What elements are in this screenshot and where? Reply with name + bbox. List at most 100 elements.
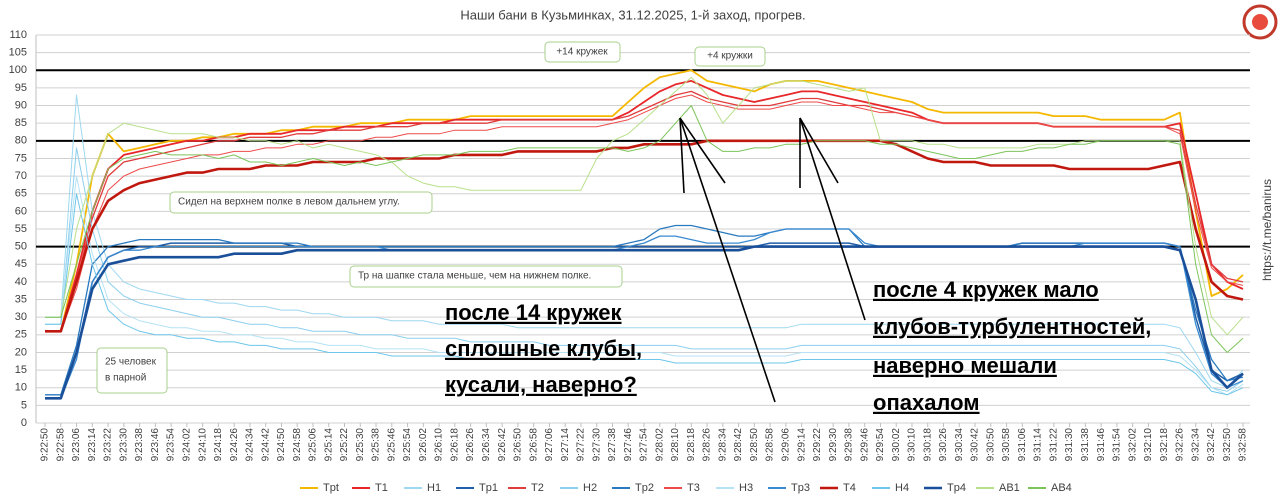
x-tick-label: 9:24:26	[229, 428, 240, 462]
comment: после 14 кружек	[445, 300, 622, 325]
x-tick-label: 9:27:22	[576, 428, 587, 462]
series-lines	[45, 69, 1244, 400]
y-tick-label: 0	[21, 417, 27, 429]
legend-label: AB1	[999, 482, 1020, 494]
x-tick-label: 9:26:34	[481, 428, 492, 462]
x-tick-label: 9:26:10	[434, 428, 445, 462]
x-tick-label: 9:28:18	[686, 428, 697, 462]
x-tick-label: 9:31:46	[1096, 428, 1107, 462]
annotation-box	[169, 191, 433, 214]
x-tick-label: 9:32:18	[1159, 428, 1170, 462]
comment: кусали, наверно?	[445, 372, 637, 397]
legend-label: H1	[427, 482, 441, 494]
x-tick-label: 9:30:26	[938, 428, 949, 462]
x-tick-label: 9:23:54	[166, 428, 177, 462]
legend: Tpt T1 H1 Tp1 T2 H2 Tp2 T3 H3 Tp3 T4 H4 Tp4 AB1 AB4	[300, 482, 1072, 494]
y-tick-label: 75	[15, 152, 27, 164]
series-line	[45, 139, 1244, 333]
comment: наверно мешали	[873, 353, 1057, 378]
x-tick-label: 9:22:58	[55, 428, 66, 462]
grid: 0 5 10 15 20 25 30 35 40 45 50 55 60 65 70 75 80 85 90 95 10…	[9, 29, 1250, 461]
annotation-box	[96, 347, 168, 394]
y-tick-label: 85	[15, 117, 27, 129]
annotation: +4 кружки	[707, 51, 753, 62]
series-line	[45, 105, 1244, 353]
y-tick-label: 105	[9, 47, 27, 59]
x-tick-label: 9:26:02	[418, 428, 429, 462]
legend-label: H2	[583, 482, 597, 494]
x-tick-label: 9:28:26	[702, 428, 713, 462]
x-tick-label: 9:25:22	[339, 428, 350, 462]
x-tick-label: 9:30:42	[970, 428, 981, 462]
x-tick-label: 9:32:10	[1143, 428, 1154, 462]
x-tick-label: 9:23:30	[118, 428, 129, 462]
arrow	[799, 117, 839, 184]
x-tick-label: 9:26:50	[513, 428, 524, 462]
legend-label: Tp3	[791, 482, 810, 494]
x-tick-label: 9:30:02	[891, 428, 902, 462]
legend-label: T3	[687, 482, 700, 494]
x-tick-label: 9:27:06	[544, 428, 555, 462]
x-tick-label: 9:27:46	[623, 428, 634, 462]
arrows	[679, 117, 866, 403]
x-tick-label: 9:23:14	[87, 428, 98, 462]
x-tick-label: 9:29:14	[796, 428, 807, 462]
x-tick-label: 9:24:18	[213, 428, 224, 462]
x-tick-label: 9:23:46	[150, 428, 161, 462]
x-tick-label: 9:31:06	[1017, 428, 1028, 462]
y-tick-label: 10	[15, 382, 27, 394]
legend-label: Tp1	[479, 482, 498, 494]
annotation: в парной	[105, 373, 146, 384]
y-tick-label: 110	[9, 29, 27, 41]
x-tick-label: 9:26:58	[528, 428, 539, 462]
y-tick-label: 90	[15, 99, 27, 111]
x-tick-label: 9:29:46	[859, 428, 870, 462]
y-tick-label: 50	[15, 241, 27, 253]
y-tick-label: 95	[15, 82, 27, 94]
x-tick-label: 9:29:22	[812, 428, 823, 462]
legend-label: T2	[531, 482, 544, 494]
x-tick-label: 9:29:38	[844, 428, 855, 462]
x-tick-label: 9:28:02	[654, 428, 665, 462]
y-tick-label: 100	[9, 64, 27, 76]
annotation: 25 человек	[105, 357, 157, 368]
series-line	[45, 245, 1244, 400]
comment: сплошные клубы,	[445, 336, 642, 361]
annotation-box	[349, 265, 623, 288]
series-line	[45, 147, 1244, 392]
link: https://t.me/banirus	[1260, 179, 1274, 281]
annotations: +14 кружек +4 кружки Сидел на верхнем полк…	[96, 41, 1151, 415]
x-tick-label: 9:24:50	[276, 428, 287, 462]
arrow	[799, 117, 866, 321]
arrow	[679, 117, 726, 184]
x-tick-label: 9:31:38	[1080, 428, 1091, 462]
x-tick-label: 9:22:50	[40, 428, 51, 462]
x-tick-label: 9:32:42	[1206, 428, 1217, 462]
series-line	[45, 175, 1244, 396]
x-tick-label: 9:31:22	[1048, 428, 1059, 462]
x-tick-label: 9:25:30	[355, 428, 366, 462]
x-tick-label: 9:23:22	[103, 428, 114, 462]
x-tick-label: 9:30:10	[907, 428, 918, 462]
x-tick-label: 9:29:54	[875, 428, 886, 462]
series-line	[45, 193, 1244, 396]
series-line	[45, 76, 1244, 336]
x-tick-label: 9:26:18	[449, 428, 460, 462]
legend-label: H4	[895, 482, 909, 494]
annotation-box	[694, 46, 766, 67]
x-tick-label: 9:27:54	[639, 428, 650, 462]
legend-label: T1	[375, 482, 388, 494]
legend-label: Tp2	[635, 482, 654, 494]
x-tick-label: 9:27:38	[607, 428, 618, 462]
logo-core	[1252, 14, 1268, 30]
x-tick-label: 9:32:26	[1175, 428, 1186, 462]
comment: опахалом	[873, 390, 980, 415]
annotation: +14 кружек	[556, 47, 608, 58]
y-tick-label: 60	[15, 205, 27, 217]
x-tick-label: 9:32:02	[1127, 428, 1138, 462]
series-line	[45, 69, 1244, 333]
x-tick-label: 9:27:30	[591, 428, 602, 462]
y-tick-label: 20	[15, 346, 27, 358]
x-tick-label: 9:32:58	[1238, 428, 1249, 462]
